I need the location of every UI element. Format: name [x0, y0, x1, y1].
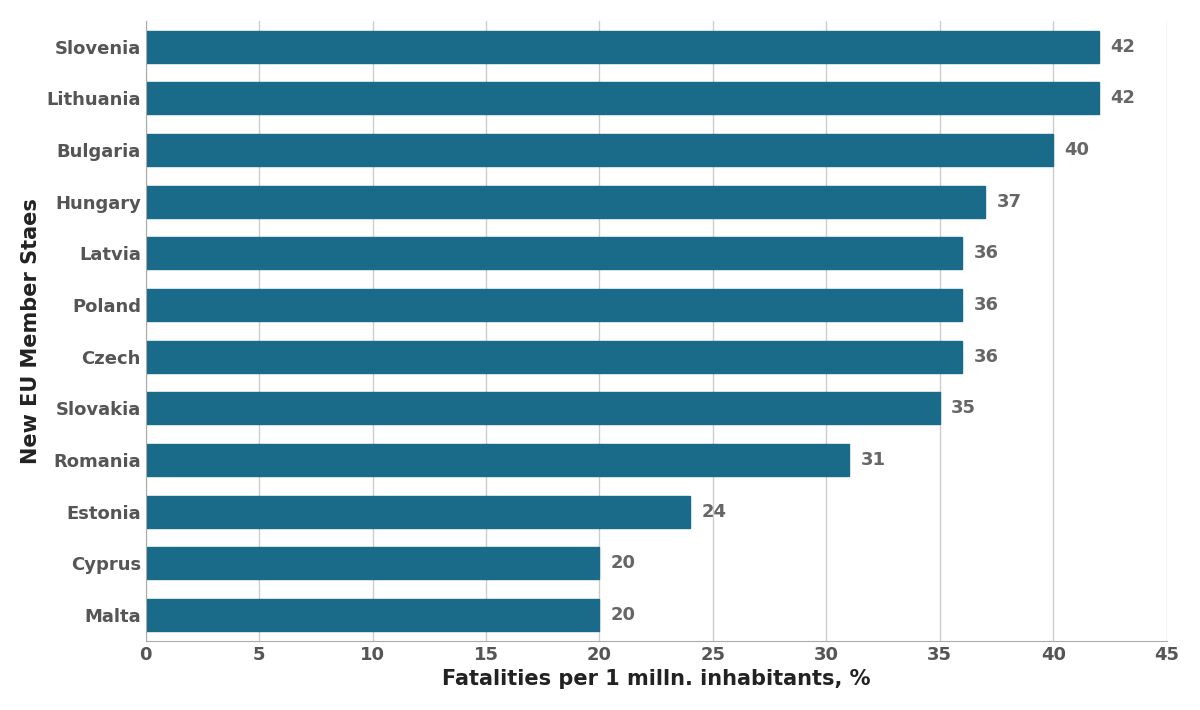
Text: 35: 35: [952, 399, 976, 417]
Text: 31: 31: [860, 451, 886, 469]
Text: 42: 42: [1110, 38, 1135, 55]
Bar: [145, 341, 962, 373]
Text: 42: 42: [1110, 89, 1135, 107]
Text: 36: 36: [974, 244, 998, 262]
Text: 37: 37: [996, 192, 1021, 211]
Text: 20: 20: [611, 606, 636, 624]
Bar: [145, 496, 690, 528]
Text: 40: 40: [1064, 141, 1090, 159]
Text: 24: 24: [702, 503, 726, 520]
Bar: [145, 82, 1099, 114]
Bar: [145, 134, 1054, 166]
Bar: [145, 185, 985, 218]
Bar: [145, 237, 962, 269]
X-axis label: Fatalities per 1 milln. inhabitants, %: Fatalities per 1 milln. inhabitants, %: [442, 669, 870, 689]
Y-axis label: New EU Member Staes: New EU Member Staes: [20, 198, 41, 464]
Text: 20: 20: [611, 555, 636, 572]
Bar: [145, 599, 600, 631]
Bar: [145, 547, 600, 579]
Text: 36: 36: [974, 296, 998, 314]
Bar: [145, 31, 1099, 62]
Text: 36: 36: [974, 348, 998, 366]
Bar: [145, 289, 962, 321]
Bar: [145, 444, 850, 476]
Bar: [145, 392, 940, 425]
